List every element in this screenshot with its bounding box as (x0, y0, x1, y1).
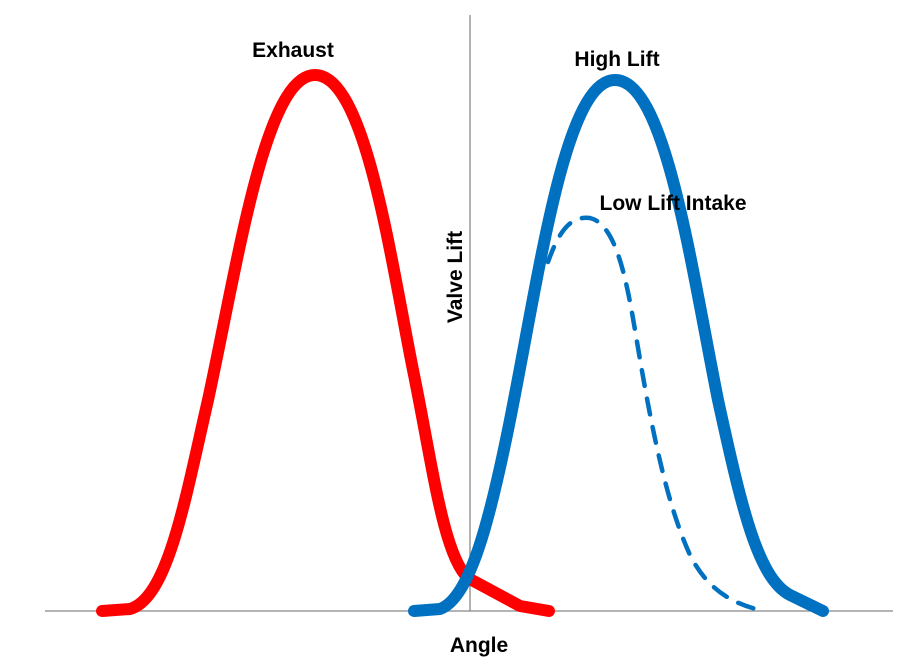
x-axis-label: Angle (450, 634, 508, 657)
high-lift-label: High Lift (574, 48, 659, 71)
y-axis-label: Valve Lift (444, 231, 467, 323)
low-lift-intake-label: Low Lift Intake (600, 192, 747, 215)
high-lift-curve (408, 74, 829, 617)
low-lift-intake-curve (545, 215, 768, 614)
exhaust-curve (96, 69, 555, 617)
exhaust-label: Exhaust (252, 39, 334, 62)
